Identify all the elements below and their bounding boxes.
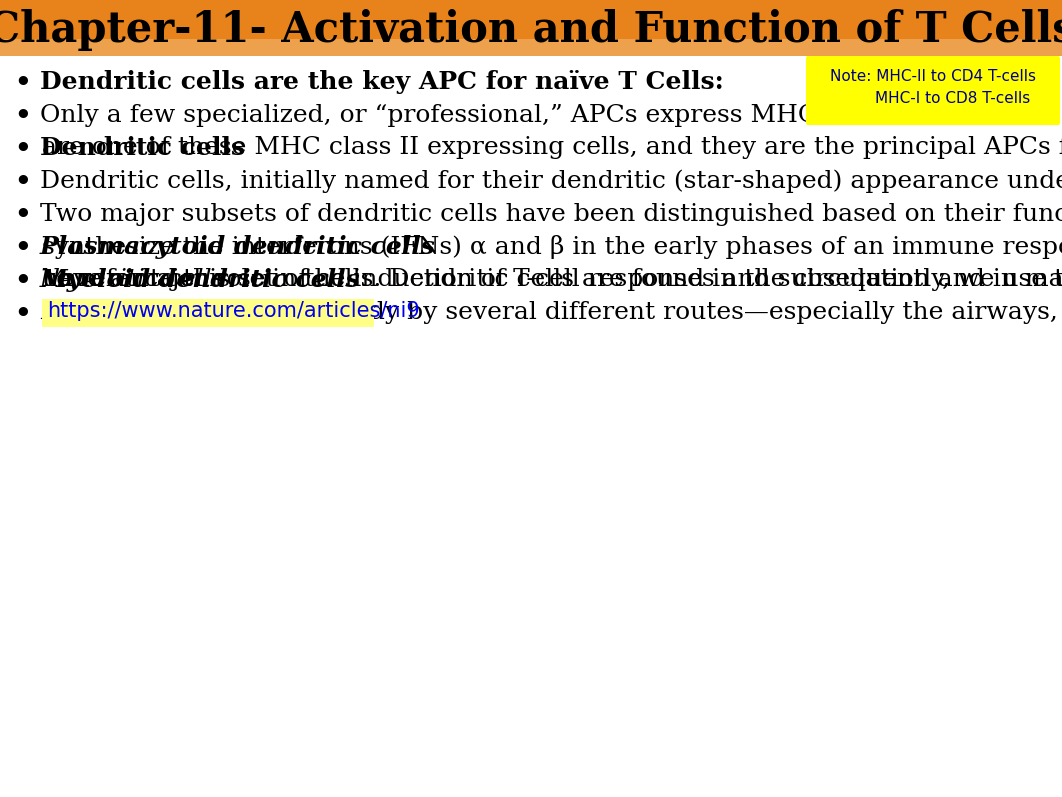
Text: Note: MHC-II to CD4 T-cells: Note: MHC-II to CD4 T-cells [830, 69, 1037, 84]
Text: Dendritic cells: Dendritic cells [40, 136, 245, 160]
Text: Only a few specialized, or “professional,” APCs express MHC class II molecules, : Only a few specialized, or “professional… [40, 103, 1062, 127]
Text: have a major role in the induction of T-cell responses and subsequently, we use : have a major role in the induction of T-… [42, 268, 1062, 291]
Bar [0, 39, 1062, 56]
Text: •: • [14, 301, 31, 326]
Text: Chapter-11- Activation and Function of T Cells: Chapter-11- Activation and Function of T… [0, 9, 1062, 51]
Text: dendritic cells: dendritic cells [44, 268, 224, 291]
Text: •: • [14, 202, 31, 227]
Text: Myeloid dendritic cells: Myeloid dendritic cells [40, 268, 361, 292]
Text: Dendritic cells, initially named for their dendritic (star-shaped) appearance un: Dendritic cells, initially named for the… [40, 169, 1062, 193]
FancyBboxPatch shape [42, 299, 374, 327]
Text: •: • [14, 70, 31, 95]
Text: https://www.nature.com/articles/ni9: https://www.nature.com/articles/ni9 [47, 301, 419, 321]
Text: Two major subsets of dendritic cells have been distinguished based on their func: Two major subsets of dendritic cells hav… [40, 202, 1062, 226]
Text: synthesize the interferons (IFNs) α and β in the early phases of an immune respo: synthesize the interferons (IFNs) α and … [42, 235, 1062, 259]
Text: •: • [14, 169, 31, 194]
Bar [0, 0, 1062, 56]
Text: •: • [14, 103, 31, 128]
Text: Dendritic cells are the key APC for naïve T Cells:: Dendritic cells are the key APC for naïv… [40, 70, 723, 94]
Text: •: • [14, 136, 31, 161]
Text: Plasmacytoid dendritic cells: Plasmacytoid dendritic cells [40, 235, 435, 259]
Text: •: • [14, 235, 31, 260]
Text: to refer to this set of cells. Dendritic cells are found in the circulation and : to refer to this set of cells. Dendritic… [46, 268, 1062, 291]
Text: MHC-I to CD8 T-cells: MHC-I to CD8 T-cells [836, 91, 1030, 105]
Text: Antigens can enter the body by several different routes—especially the airways, : Antigens can enter the body by several d… [40, 301, 1062, 324]
Text: are one of these MHC class II expressing cells, and they are the principal APCs : are one of these MHC class II expressing… [42, 136, 1062, 159]
FancyBboxPatch shape [806, 56, 1060, 125]
Text: •: • [14, 268, 31, 293]
